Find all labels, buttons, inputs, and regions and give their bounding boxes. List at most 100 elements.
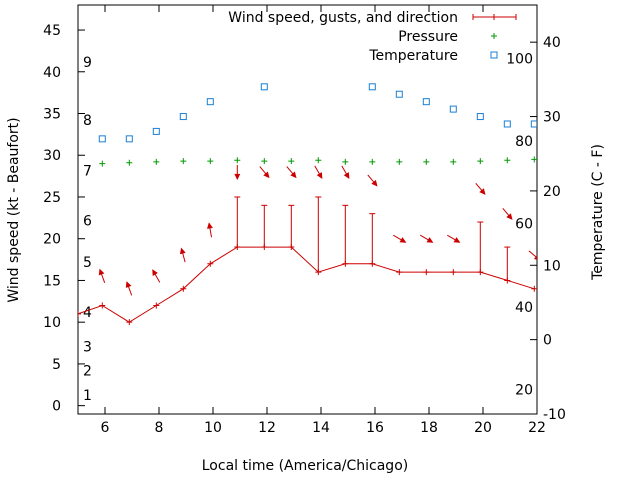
temperature-point [152,127,160,135]
x-tick-label: 8 [155,420,164,436]
wind-direction-arrowhead [207,222,213,229]
wind-speed-point [531,285,537,292]
legend: Wind speed, gusts, and direction Pressur… [228,10,517,64]
y-left-tick-label: 25 [43,190,61,206]
pressure-point [126,159,133,166]
beaufort-label: 7 [83,163,92,179]
y-left-tick-label: 30 [43,148,61,164]
wind-speed-point [78,310,81,317]
wind-direction-arrowhead [263,171,270,179]
y-right-tick-label: 20 [543,184,561,200]
plot-series [78,83,537,326]
wind-direction-arrowhead [453,237,461,243]
fahrenheit-label: 80 [515,134,533,150]
pressure-point [369,158,376,165]
wind-speed-point [207,260,214,267]
y-left-tick-label: 15 [43,273,61,289]
x-tick-label: 6 [101,420,110,436]
temperature-point [449,105,457,113]
y-axis-left-label: Wind speed (kt - Beaufort) [6,117,22,302]
wind-speed-point [423,269,430,276]
wind-direction-arrowhead [234,173,241,181]
wind-direction-arrowhead [399,237,407,243]
wind-direction-arrowhead [125,281,132,288]
beaufort-label: 8 [83,113,92,129]
wind-speed-point [99,302,106,309]
pressure-point [477,158,484,165]
labels-layer: Local time (America/Chicago) Wind speed … [6,117,606,474]
temperature-point [368,83,376,91]
wind-speed-line [78,246,535,323]
pressure-point [153,158,160,165]
pressure-point [288,158,295,165]
temperature-point [503,120,511,128]
fahrenheit-label: 100 [506,52,533,68]
beaufort-label: 9 [83,55,92,71]
x-tick-label: 14 [312,420,330,436]
x-tick-label: 12 [258,420,276,436]
temperature-point [530,120,537,128]
y-right-tick-label: 10 [543,258,561,274]
temperature-point [179,113,187,121]
legend-label-temperature: Temperature [368,48,458,64]
pressure-point [99,160,106,167]
pressure-point [234,157,241,164]
pressure-point [261,158,268,165]
wind-direction-arrowhead [479,188,486,195]
wind-speed-point [450,269,457,276]
beaufort-label: 4 [83,305,92,321]
x-tick-label: 20 [474,420,492,436]
fahrenheit-label: 20 [515,382,533,398]
pressure-point [504,157,511,164]
wind-direction-arrowhead [98,268,105,276]
plot-frame [77,4,538,415]
wind-direction-arrowhead [290,171,297,179]
wind-direction-arrowhead [316,172,323,179]
x-axis-label: Local time (America/Chicago) [202,458,408,474]
y-left-tick-label: 5 [52,357,61,373]
temperature-point [260,83,268,91]
pressure-point [342,158,349,165]
legend-label-pressure: Pressure [398,29,458,45]
temperature-point [125,135,133,143]
y-left-tick-label: 0 [52,399,61,415]
y-left-tick-label: 10 [43,315,61,331]
pressure-point [180,158,187,165]
wind-direction-arrowhead [179,247,186,255]
wind-direction-arrowhead [426,237,434,243]
wind-speed-point [396,269,403,276]
beaufort-label: 3 [83,339,92,355]
plot-layer: 6 8 10 12 14 16 18 20 22051015202530354045-10010… [43,4,566,436]
temperature-point [476,113,484,121]
wind-direction-arrow [528,250,537,259]
legend-symbol-pressure [491,33,497,39]
x-tick-label: 18 [420,420,438,436]
beaufort-label: 6 [83,213,92,229]
y-right-tick-label: -10 [543,407,566,423]
legend-symbol-temperature [490,51,498,59]
temperature-point [206,98,214,106]
y-right-tick-label: 30 [543,110,561,126]
y-axis-right-label: Temperature (C - F) [590,144,606,281]
beaufort-label: 5 [83,255,92,271]
wind-direction-arrowhead [343,172,350,179]
y-right-tick-label: 40 [543,35,561,51]
x-tick-label: 22 [528,420,546,436]
temperature-point [395,90,403,98]
temperature-point [98,135,106,143]
fahrenheit-label: 40 [515,300,533,316]
pressure-point [396,158,403,165]
legend-symbol-wind-point [491,14,497,20]
temperature-point [422,98,430,106]
wind-direction-arrowhead [152,269,158,277]
y-left-tick-label: 35 [43,107,61,123]
y-right-tick-label: 0 [543,333,552,349]
fahrenheit-label: 60 [515,217,533,233]
y-left-tick-label: 45 [43,23,61,39]
y-left-tick-label: 20 [43,232,61,248]
pressure-point [531,156,537,163]
pressure-point [315,157,322,164]
pressure-point [207,158,214,165]
wind-direction-arrowhead [506,213,513,220]
